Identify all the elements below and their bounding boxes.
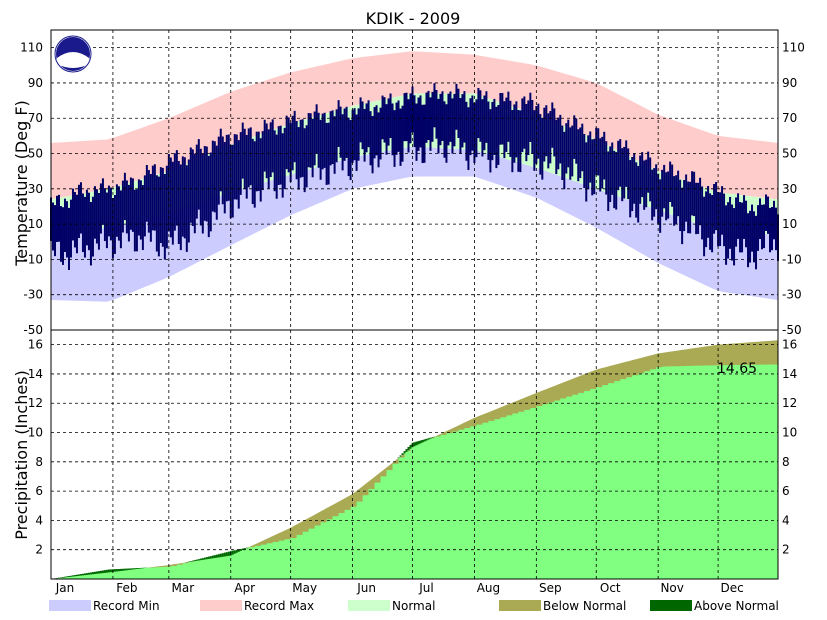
y-tick-label: 110 (20, 41, 43, 55)
x-tick-label: Jun (356, 581, 376, 595)
y-tick-label-right: 4 (782, 513, 790, 527)
y-tick-label-right: 30 (782, 182, 797, 196)
x-tick-label: Nov (660, 581, 683, 595)
y-tick-label-right: 6 (782, 484, 790, 498)
y-tick-label: 10 (28, 426, 43, 440)
y-tick-label-right: 10 (782, 217, 797, 231)
precipitation-panel: 2 2 4 4 6 6 8 8 10 10 12 12 14 14 16 16 Jan Feb Mar Apr May J… (28, 329, 797, 595)
legend: Record Min Record Max Normal Below Normal Ab… (49, 599, 779, 613)
y-tick-label-right: 70 (782, 111, 797, 125)
x-tick-label: Apr (234, 581, 255, 595)
y-tick-label: 10 (28, 217, 43, 231)
y-tick-label: 70 (28, 111, 43, 125)
legend-swatch (348, 600, 390, 611)
above-normal-series (51, 436, 436, 579)
y-tick-label-right: 12 (782, 396, 797, 410)
legend-label: Record Max (244, 599, 314, 613)
y-tick-label: -10 (23, 252, 43, 266)
y-tick-label-right: 90 (782, 76, 797, 90)
y-tick-label: 12 (28, 396, 43, 410)
legend-swatch (499, 600, 541, 611)
precipitation-grid: 2 2 4 4 6 6 8 8 10 10 12 12 14 14 16 16 Jan Feb Mar Apr May J… (28, 330, 797, 595)
x-tick-label: Jan (55, 581, 75, 595)
x-tick-label: Aug (477, 581, 500, 595)
y-tick-label: 16 (28, 338, 43, 352)
y-tick-label: 8 (35, 455, 43, 469)
legend-label: Record Min (93, 599, 160, 613)
y-tick-label-right: 10 (782, 426, 797, 440)
y-tick-label: -30 (23, 288, 43, 302)
legend-swatch (650, 600, 692, 611)
y-tick-label: 30 (28, 182, 43, 196)
record-max-band (51, 51, 778, 200)
precip-total-label: 14.65 (717, 361, 757, 377)
y-tick-label: 2 (35, 543, 43, 557)
temperature-panel: 110 110 90 90 70 70 50 50 30 30 10 10 -10 -10 -30 -30 -5… (20, 29, 805, 337)
noaa-logo (54, 35, 92, 73)
x-tick-label: May (292, 581, 317, 595)
legend-swatch (49, 600, 91, 611)
y-tick-label-right: -30 (782, 288, 802, 302)
y-tick-label-right: -10 (782, 252, 802, 266)
observed-precip-area (51, 364, 778, 579)
y-tick-label-right: -50 (782, 323, 802, 337)
y-tick-label: 14 (28, 367, 43, 381)
y-tick-label-right: 2 (782, 543, 790, 557)
x-tick-label: Sep (539, 581, 562, 595)
y-tick-label-right: 50 (782, 147, 797, 161)
precipitation-axis-label: Precipitation (Inches) (12, 370, 31, 540)
x-tick-label: Mar (172, 581, 195, 595)
x-tick-label: Jul (418, 581, 433, 595)
y-tick-label-right: 8 (782, 455, 790, 469)
legend-label: Above Normal (694, 599, 779, 613)
temperature-grid: 110 110 90 90 70 70 50 50 30 30 10 10 -10 -10 -30 -30 -5… (20, 30, 805, 337)
x-tick-label: Oct (600, 581, 621, 595)
precipitation-frame (50, 329, 779, 580)
y-tick-label: 90 (28, 76, 43, 90)
y-tick-label-right: 16 (782, 338, 797, 352)
y-tick-label: 6 (35, 484, 43, 498)
x-tick-label: Dec (720, 581, 743, 595)
x-tick-label: Feb (116, 581, 137, 595)
y-tick-label: 50 (28, 147, 43, 161)
y-tick-label-right: 110 (782, 41, 805, 55)
legend-swatch (200, 600, 242, 611)
legend-label: Normal (392, 599, 435, 613)
temperature-axis-label: Temperature (Deg F) (12, 100, 31, 267)
y-tick-label-right: 14 (782, 367, 797, 381)
legend-label: Below Normal (543, 599, 626, 613)
chart-title: KDIK - 2009 (366, 9, 461, 28)
y-tick-label: -50 (23, 323, 43, 337)
y-tick-label: 4 (35, 513, 43, 527)
